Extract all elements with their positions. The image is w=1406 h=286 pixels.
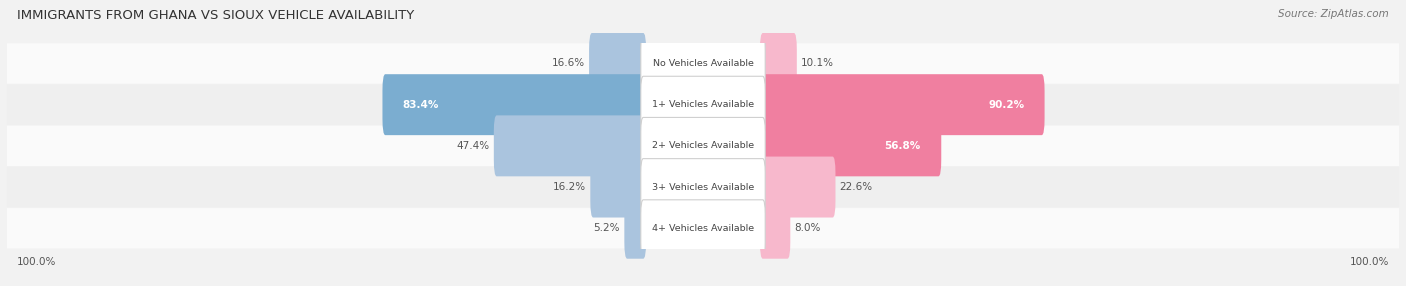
Text: 83.4%: 83.4% (404, 100, 439, 110)
FancyBboxPatch shape (759, 115, 941, 176)
Text: 2+ Vehicles Available: 2+ Vehicles Available (652, 141, 754, 150)
FancyBboxPatch shape (641, 200, 765, 257)
FancyBboxPatch shape (641, 159, 765, 215)
FancyBboxPatch shape (641, 35, 765, 92)
Text: 1+ Vehicles Available: 1+ Vehicles Available (652, 100, 754, 109)
FancyBboxPatch shape (591, 156, 647, 218)
FancyBboxPatch shape (624, 198, 647, 259)
FancyBboxPatch shape (759, 156, 835, 218)
FancyBboxPatch shape (589, 33, 647, 94)
FancyBboxPatch shape (641, 76, 765, 133)
FancyBboxPatch shape (759, 74, 1045, 135)
FancyBboxPatch shape (7, 84, 1399, 125)
Text: Source: ZipAtlas.com: Source: ZipAtlas.com (1278, 9, 1389, 19)
Text: 22.6%: 22.6% (839, 182, 873, 192)
FancyBboxPatch shape (7, 208, 1399, 249)
FancyBboxPatch shape (759, 198, 790, 259)
FancyBboxPatch shape (759, 33, 797, 94)
Text: No Vehicles Available: No Vehicles Available (652, 59, 754, 68)
Text: 4+ Vehicles Available: 4+ Vehicles Available (652, 224, 754, 233)
Text: 3+ Vehicles Available: 3+ Vehicles Available (652, 182, 754, 192)
Text: 100.0%: 100.0% (17, 257, 56, 267)
FancyBboxPatch shape (494, 115, 647, 176)
FancyBboxPatch shape (7, 126, 1399, 166)
Text: 100.0%: 100.0% (1350, 257, 1389, 267)
Text: 10.1%: 10.1% (801, 59, 834, 68)
Text: 16.6%: 16.6% (551, 59, 585, 68)
FancyBboxPatch shape (7, 43, 1399, 84)
Text: 5.2%: 5.2% (593, 223, 620, 233)
Text: 90.2%: 90.2% (988, 100, 1024, 110)
Text: IMMIGRANTS FROM GHANA VS SIOUX VEHICLE AVAILABILITY: IMMIGRANTS FROM GHANA VS SIOUX VEHICLE A… (17, 9, 415, 21)
FancyBboxPatch shape (641, 118, 765, 174)
Text: 16.2%: 16.2% (553, 182, 586, 192)
Text: 8.0%: 8.0% (794, 223, 821, 233)
Text: 47.4%: 47.4% (457, 141, 489, 151)
FancyBboxPatch shape (382, 74, 647, 135)
FancyBboxPatch shape (7, 167, 1399, 207)
Text: 56.8%: 56.8% (884, 141, 921, 151)
